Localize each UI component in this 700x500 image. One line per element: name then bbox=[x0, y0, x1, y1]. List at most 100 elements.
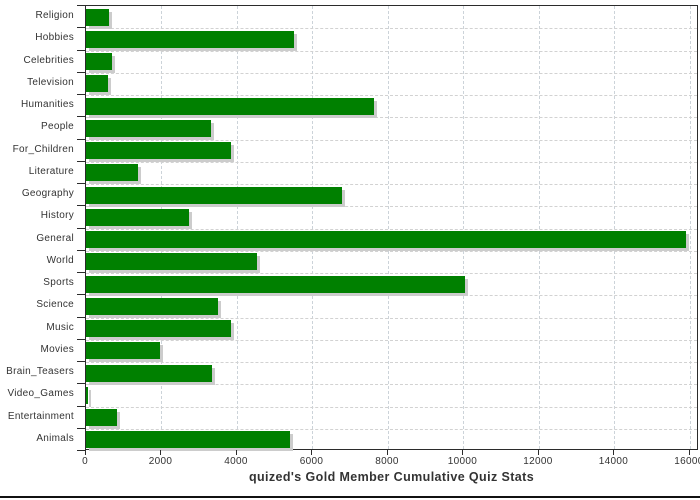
y-axis-label-geography: Geography bbox=[21, 188, 74, 199]
x-axis-label-10000: 10000 bbox=[447, 456, 478, 467]
horizontal-gridline bbox=[86, 95, 697, 96]
y-axis-label-television: Television bbox=[27, 76, 74, 88]
x-axis-tick-16000 bbox=[688, 450, 690, 455]
horizontal-gridline bbox=[86, 50, 697, 52]
horizontal-gridline bbox=[86, 72, 697, 74]
y-axis-label-brain_teasers: Brain_Teasers bbox=[6, 366, 74, 377]
y-axis-tick bbox=[77, 361, 85, 362]
bar-people bbox=[86, 119, 212, 137]
vertical-gridline-6000 bbox=[312, 6, 314, 449]
horizontal-gridline bbox=[86, 339, 697, 341]
horizontal-gridline bbox=[86, 384, 697, 386]
y-axis-label-movies: Movies bbox=[40, 343, 74, 355]
vertical-gridline-10000 bbox=[463, 6, 465, 449]
y-axis-tick bbox=[77, 405, 85, 407]
horizontal-gridline bbox=[86, 161, 697, 163]
y-axis-tick bbox=[77, 427, 85, 429]
x-axis-label-6000: 6000 bbox=[299, 456, 324, 467]
horizontal-gridline bbox=[86, 28, 697, 30]
y-axis-tick bbox=[77, 272, 85, 273]
bottom-border-line bbox=[0, 496, 700, 498]
horizontal-gridline bbox=[86, 362, 697, 363]
x-axis-label-12000: 12000 bbox=[523, 456, 553, 467]
y-axis-label-music: Music bbox=[46, 321, 74, 333]
horizontal-gridline bbox=[86, 406, 697, 408]
bar-geography bbox=[86, 186, 343, 204]
horizontal-gridline bbox=[86, 139, 697, 141]
x-axis-tick-4000 bbox=[235, 450, 237, 455]
bar-celebrities bbox=[86, 53, 112, 70]
bar-literature bbox=[86, 164, 139, 182]
x-axis-tick-10000 bbox=[462, 450, 464, 455]
horizontal-gridline bbox=[86, 273, 697, 274]
vertical-gridline-8000 bbox=[387, 6, 389, 449]
y-axis-tick bbox=[77, 5, 85, 6]
x-axis-tick-12000 bbox=[537, 450, 539, 455]
y-axis-tick bbox=[77, 160, 85, 162]
horizontal-gridline bbox=[86, 317, 697, 319]
y-axis-label-people: People bbox=[41, 121, 74, 133]
bar-television bbox=[86, 75, 108, 93]
bar-religion bbox=[86, 8, 110, 26]
plot-area bbox=[85, 5, 698, 450]
x-axis-label-0: 0 bbox=[82, 456, 88, 467]
bar-general bbox=[86, 231, 687, 248]
y-axis-tick bbox=[77, 338, 85, 340]
y-axis-tick bbox=[77, 183, 85, 184]
x-axis-label-2000: 2000 bbox=[148, 456, 173, 467]
y-axis-tick bbox=[77, 71, 85, 73]
bar-hobbies bbox=[86, 30, 294, 48]
y-axis-tick bbox=[77, 205, 85, 207]
y-axis-label-sports: Sports bbox=[43, 277, 74, 288]
vertical-gridline-4000 bbox=[236, 6, 238, 449]
x-axis-label-4000: 4000 bbox=[224, 456, 248, 467]
y-axis-label-for_children: For_Children bbox=[12, 143, 74, 155]
y-axis-label-science: Science bbox=[36, 299, 74, 311]
bar-music bbox=[86, 320, 232, 337]
bar-sports bbox=[86, 275, 466, 293]
y-axis-tick bbox=[77, 27, 85, 29]
horizontal-gridline bbox=[86, 228, 697, 230]
y-axis-label-history: History bbox=[40, 210, 74, 222]
y-axis-label-celebrities: Celebrities bbox=[23, 54, 74, 66]
bar-humanities bbox=[86, 97, 375, 115]
bar-movies bbox=[86, 342, 160, 360]
bar-science bbox=[86, 297, 219, 315]
y-axis-label-hobbies: Hobbies bbox=[35, 32, 74, 44]
horizontal-gridline bbox=[86, 117, 697, 119]
y-axis-label-general: General bbox=[36, 232, 74, 244]
horizontal-gridline bbox=[86, 250, 697, 252]
x-axis-tick-8000 bbox=[386, 450, 388, 455]
y-axis-tick bbox=[77, 49, 85, 51]
bar-animals bbox=[86, 431, 290, 449]
bar-for_children bbox=[86, 142, 232, 159]
x-axis-tick-6000 bbox=[311, 450, 313, 455]
vertical-gridline-14000 bbox=[614, 6, 616, 449]
x-axis-label-8000: 8000 bbox=[375, 456, 399, 467]
y-axis-label-animals: Animals bbox=[36, 432, 74, 444]
y-axis-label-world: World bbox=[46, 254, 74, 266]
y-axis-tick bbox=[77, 450, 85, 451]
y-axis-tick bbox=[77, 294, 85, 296]
horizontal-gridline bbox=[86, 184, 697, 185]
y-axis-tick bbox=[77, 249, 85, 251]
chart-title: quized's Gold Member Cumulative Quiz Sta… bbox=[248, 470, 535, 484]
x-axis-label-14000: 14000 bbox=[598, 456, 629, 467]
x-axis-tick-0 bbox=[85, 450, 86, 455]
vertical-gridline-16000 bbox=[689, 6, 691, 449]
vertical-gridline-12000 bbox=[538, 6, 540, 449]
bar-video_games bbox=[86, 386, 88, 404]
x-axis-tick-14000 bbox=[613, 450, 615, 455]
y-axis-tick bbox=[77, 94, 85, 95]
horizontal-gridline bbox=[86, 206, 697, 208]
y-axis-tick bbox=[77, 383, 85, 385]
y-axis-tick bbox=[77, 316, 85, 318]
bar-brain_teasers bbox=[86, 364, 213, 382]
y-axis-label-religion: Religion bbox=[35, 10, 74, 21]
y-axis-tick bbox=[77, 227, 85, 229]
bar-entertainment bbox=[86, 409, 118, 426]
horizontal-gridline bbox=[86, 295, 697, 297]
y-axis-tick bbox=[77, 116, 85, 118]
y-axis-label-humanities: Humanities bbox=[20, 99, 74, 110]
bar-world bbox=[86, 253, 258, 271]
